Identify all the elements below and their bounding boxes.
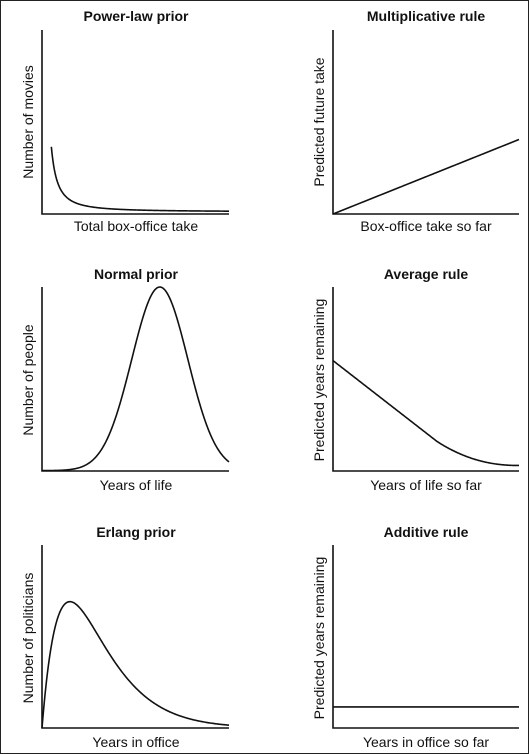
- x-axis-label: Years in office: [92, 734, 179, 750]
- y-axis-label: Predicted years remaining: [311, 557, 327, 720]
- y-axis-label: Number of politicians: [20, 573, 36, 704]
- series-line: [332, 359, 519, 467]
- axes: [41, 545, 229, 729]
- series-line: [42, 286, 230, 472]
- panel-erlang-prior: Erlang prior Years in office Number of p…: [20, 524, 230, 750]
- panel-normal-prior: Normal prior Years of life Number of peo…: [20, 266, 230, 493]
- panel-multiplicative-rule: Multiplicative rule Box-office take so f…: [311, 8, 520, 234]
- series-line: [41, 600, 230, 729]
- x-axis-label: Years of life so far: [370, 477, 482, 493]
- x-axis-label: Total box-office take: [74, 218, 198, 234]
- chart-title: Average rule: [384, 266, 469, 282]
- axes: [332, 287, 519, 472]
- axes: [41, 30, 229, 215]
- panel-average-rule: Average rule Years of life so far Predic…: [311, 266, 519, 493]
- chart-title: Erlang prior: [96, 524, 176, 540]
- chart-title: Power-law prior: [83, 8, 189, 24]
- series-line: [332, 138, 520, 215]
- y-axis-label: Predicted years remaining: [311, 299, 327, 462]
- axes: [332, 545, 519, 729]
- chart-title: Additive rule: [384, 524, 469, 540]
- chart-title: Normal prior: [94, 266, 179, 282]
- x-axis-label: Years in office so far: [363, 734, 489, 750]
- axes: [332, 30, 519, 215]
- panel-additive-rule: Additive rule Years in office so far Pre…: [311, 524, 519, 750]
- series-line: [50, 146, 230, 212]
- y-axis-label: Number of movies: [20, 65, 36, 179]
- x-axis-label: Years of life: [100, 477, 173, 493]
- axes: [41, 287, 229, 472]
- y-axis-label: Number of people: [20, 324, 36, 436]
- y-axis-label: Predicted future take: [311, 57, 327, 186]
- panel-power-law-prior: Power-law prior Total box-office take Nu…: [20, 8, 230, 234]
- x-axis-label: Box-office take so far: [360, 218, 492, 234]
- chart-title: Multiplicative rule: [367, 8, 485, 24]
